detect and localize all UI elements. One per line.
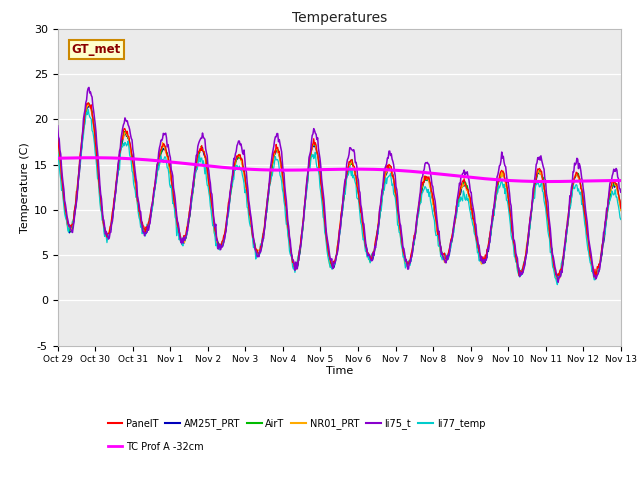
AirT bbox=[617, 206, 625, 212]
li75_t bbox=[64, 216, 72, 222]
AirT bbox=[123, 132, 131, 138]
TC Prof A -32cm bbox=[425, 170, 433, 176]
AM25T_PRT bbox=[180, 241, 188, 247]
AM25T_PRT bbox=[408, 250, 416, 256]
AM25T_PRT bbox=[54, 135, 61, 141]
li77_temp bbox=[54, 146, 61, 152]
TC Prof A -32cm bbox=[408, 168, 416, 174]
AirT bbox=[85, 100, 93, 106]
NR01_PRT bbox=[180, 238, 188, 244]
NR01_PRT bbox=[54, 140, 61, 145]
li77_temp bbox=[425, 193, 433, 199]
NR01_PRT bbox=[84, 100, 92, 106]
li77_temp bbox=[617, 216, 625, 222]
TC Prof A -32cm bbox=[64, 155, 72, 161]
AM25T_PRT bbox=[617, 204, 625, 209]
PanelT bbox=[64, 220, 72, 226]
TC Prof A -32cm bbox=[180, 160, 188, 166]
AirT bbox=[210, 217, 218, 223]
li75_t bbox=[123, 119, 131, 124]
Legend: TC Prof A -32cm: TC Prof A -32cm bbox=[108, 442, 204, 452]
li77_temp bbox=[180, 233, 188, 239]
PanelT bbox=[54, 132, 61, 137]
Line: li77_temp: li77_temp bbox=[58, 109, 621, 285]
Line: NR01_PRT: NR01_PRT bbox=[58, 103, 621, 280]
Line: TC Prof A -32cm: TC Prof A -32cm bbox=[58, 158, 621, 181]
X-axis label: Time: Time bbox=[326, 366, 353, 376]
Title: Temperatures: Temperatures bbox=[292, 11, 387, 25]
NR01_PRT bbox=[123, 131, 131, 137]
li77_temp bbox=[64, 228, 72, 233]
Line: li75_t: li75_t bbox=[58, 87, 621, 282]
li77_temp bbox=[554, 282, 561, 288]
TC Prof A -32cm bbox=[54, 156, 61, 161]
li75_t bbox=[408, 249, 416, 255]
NR01_PRT bbox=[554, 277, 561, 283]
AM25T_PRT bbox=[64, 224, 72, 229]
NR01_PRT bbox=[408, 244, 416, 250]
PanelT bbox=[617, 205, 625, 211]
li77_temp bbox=[123, 143, 131, 149]
li75_t bbox=[180, 234, 188, 240]
AirT bbox=[555, 274, 563, 280]
li75_t bbox=[617, 189, 625, 195]
NR01_PRT bbox=[617, 208, 625, 214]
AirT bbox=[180, 239, 188, 244]
Line: PanelT: PanelT bbox=[58, 103, 621, 277]
PanelT bbox=[425, 174, 433, 180]
li75_t bbox=[85, 84, 93, 90]
Text: GT_met: GT_met bbox=[72, 43, 121, 56]
AM25T_PRT bbox=[86, 102, 93, 108]
AirT bbox=[425, 176, 433, 182]
TC Prof A -32cm bbox=[544, 179, 552, 184]
li77_temp bbox=[210, 222, 218, 228]
li75_t bbox=[54, 123, 61, 129]
PanelT bbox=[590, 274, 598, 280]
NR01_PRT bbox=[64, 225, 72, 230]
PanelT bbox=[123, 131, 131, 136]
li77_temp bbox=[84, 107, 92, 112]
li75_t bbox=[425, 161, 433, 167]
TC Prof A -32cm bbox=[210, 164, 218, 169]
TC Prof A -32cm bbox=[617, 178, 625, 183]
AM25T_PRT bbox=[210, 217, 218, 223]
NR01_PRT bbox=[425, 179, 433, 185]
li77_temp bbox=[408, 249, 416, 254]
AirT bbox=[408, 249, 416, 254]
AirT bbox=[54, 134, 61, 140]
NR01_PRT bbox=[210, 223, 218, 228]
AM25T_PRT bbox=[123, 133, 131, 139]
TC Prof A -32cm bbox=[123, 156, 131, 161]
Line: AirT: AirT bbox=[58, 103, 621, 277]
TC Prof A -32cm bbox=[89, 155, 97, 161]
li75_t bbox=[554, 279, 562, 285]
Y-axis label: Temperature (C): Temperature (C) bbox=[20, 142, 29, 233]
PanelT bbox=[408, 245, 416, 251]
PanelT bbox=[180, 233, 188, 239]
AM25T_PRT bbox=[425, 177, 433, 183]
li75_t bbox=[210, 212, 218, 218]
Line: AM25T_PRT: AM25T_PRT bbox=[58, 105, 621, 281]
AM25T_PRT bbox=[554, 278, 561, 284]
AirT bbox=[64, 220, 72, 226]
PanelT bbox=[84, 100, 92, 106]
PanelT bbox=[210, 214, 218, 220]
